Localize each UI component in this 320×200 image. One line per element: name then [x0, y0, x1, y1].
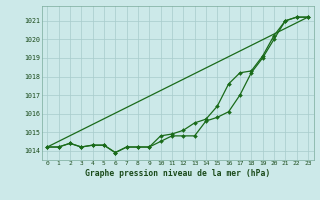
X-axis label: Graphe pression niveau de la mer (hPa): Graphe pression niveau de la mer (hPa) — [85, 169, 270, 178]
